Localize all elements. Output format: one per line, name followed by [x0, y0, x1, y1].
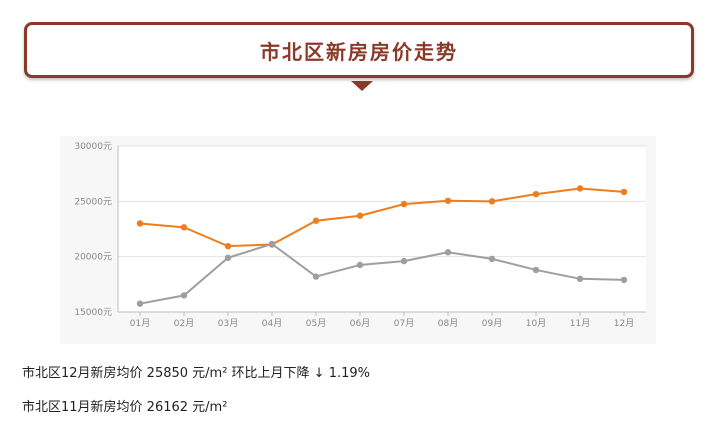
series-1-point [180, 224, 188, 231]
series-1-point [400, 200, 408, 208]
series-1-point [532, 190, 540, 198]
series-2-point [136, 300, 144, 307]
y-tick-label: 20000元 [74, 253, 112, 263]
series-2-point [444, 249, 452, 256]
x-tick-label: 06月 [350, 318, 370, 329]
series-2-point [488, 255, 496, 263]
series-2-point [312, 273, 320, 280]
series-1-point [224, 242, 232, 250]
plot-area [118, 146, 646, 312]
x-tick-label: 11月 [570, 318, 590, 329]
series-1-point [576, 185, 584, 192]
banner-pointer [351, 81, 373, 91]
x-tick-label: 10月 [526, 318, 546, 329]
series-1-point [136, 220, 144, 227]
x-tick-label: 05月 [306, 318, 326, 329]
series-2-point [620, 276, 628, 284]
x-tick-label: 03月 [218, 318, 238, 329]
series-1-point [356, 212, 364, 219]
x-tick-label: 04月 [262, 318, 282, 329]
x-tick-label: 02月 [174, 318, 194, 329]
series-2-point [224, 254, 232, 261]
x-tick-label: 09月 [482, 318, 502, 329]
series-1-point [312, 217, 320, 224]
x-tick-label: 12月 [614, 318, 634, 329]
series-1-point [488, 198, 496, 205]
series-2-point [356, 261, 364, 269]
x-tick-label: 01月 [130, 318, 150, 329]
series-1-point [444, 197, 452, 204]
series-1-point [620, 188, 628, 196]
november-price-note: 市北区11月新房均价 26162 元/m² [22, 400, 228, 415]
x-tick-label: 08月 [438, 318, 458, 329]
y-tick-label: 30000元 [74, 142, 112, 152]
series-line-2 [139, 242, 625, 305]
y-tick-label: 15000元 [74, 308, 112, 318]
banner-title: 市北区新房房价走势 [260, 39, 458, 64]
y-tick-label: 25000元 [74, 197, 112, 207]
title-banner: 市北区新房房价走势 [24, 22, 694, 78]
x-tick-label: 07月 [394, 318, 414, 329]
december-price-note: 市北区12月新房均价 25850 元/m² 环比上月下降 ↓ 1.19% [22, 366, 371, 381]
series-2-point [180, 292, 188, 299]
series-2-point [576, 275, 584, 282]
series-line-1 [139, 187, 625, 248]
series-2-point [532, 266, 540, 274]
series-2-point [400, 257, 408, 265]
series-2-point [268, 240, 276, 248]
